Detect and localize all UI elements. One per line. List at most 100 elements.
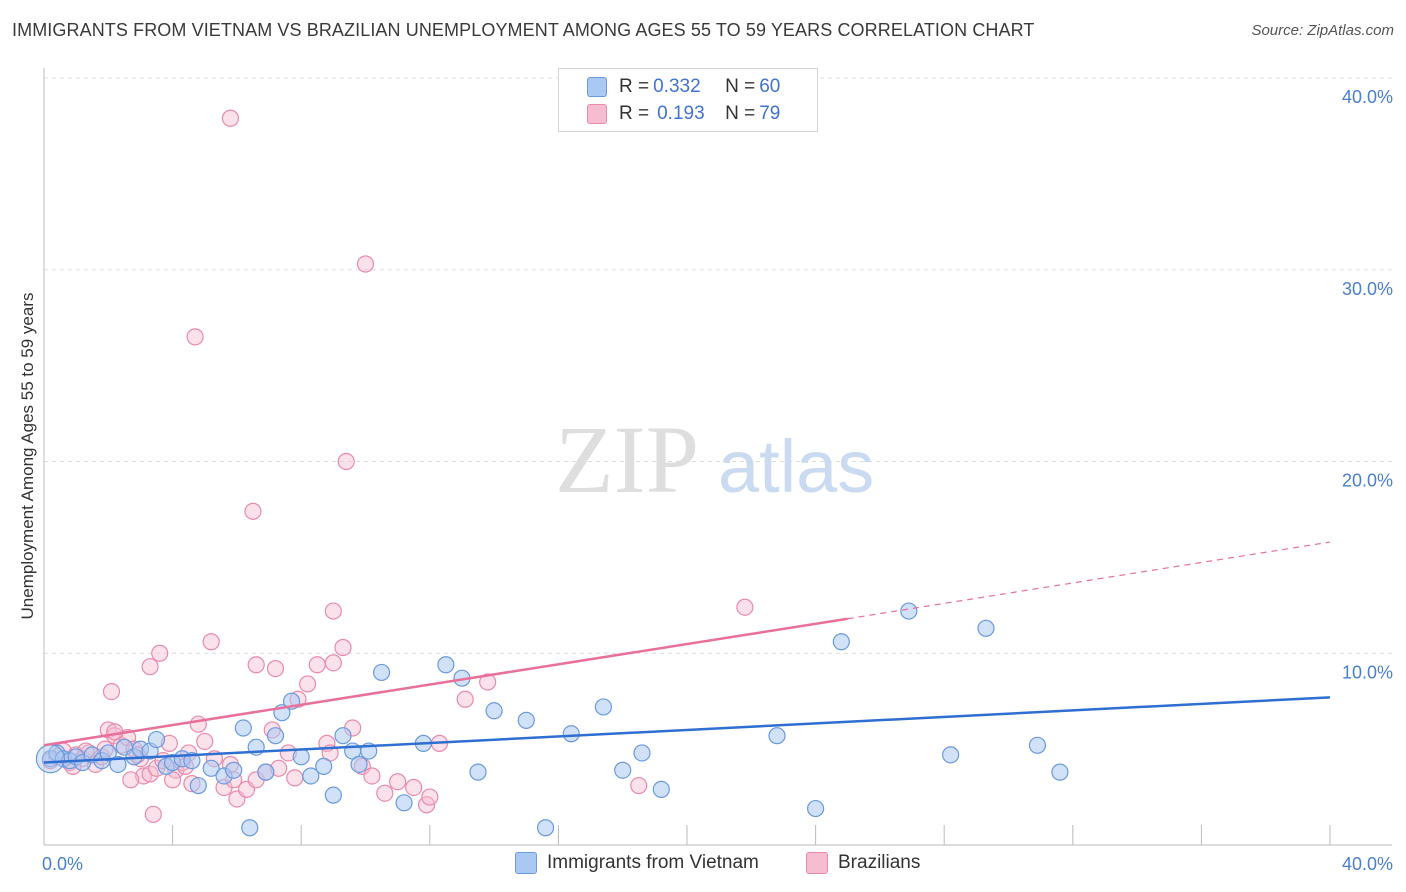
data-point-vietnam-cluster — [35, 744, 66, 774]
tick-labels: 10.0% 20.0% 30.0% 40.0% 0.0% 40.0% — [42, 87, 1393, 874]
data-point-brazilians — [151, 644, 169, 662]
data-point-vietnam — [633, 744, 651, 762]
data-point-brazilians — [106, 723, 124, 741]
data-point-brazilians — [202, 633, 220, 651]
legend-swatch-blue — [587, 77, 607, 97]
data-point-vietnam — [977, 619, 995, 637]
data-point-brazilians — [456, 690, 474, 708]
data-point-vietnam — [183, 752, 201, 770]
legend-r-label: R = — [619, 76, 650, 97]
data-point-vietnam — [324, 786, 342, 804]
x-tick-label: 40.0% — [1342, 854, 1393, 874]
legend-item-brazilians[interactable]: Brazilians — [806, 852, 920, 874]
trend-line-brazilians — [43, 617, 848, 747]
data-point-vietnam — [768, 727, 786, 745]
data-point-vietnam — [334, 727, 352, 745]
data-point-brazilians — [324, 654, 342, 672]
y-tick-label: 20.0% — [1342, 471, 1393, 491]
data-point-vietnam — [189, 776, 207, 795]
y-tick-label: 30.0% — [1342, 279, 1393, 299]
data-point-brazilians — [421, 788, 439, 806]
data-point-brazilians — [186, 328, 204, 346]
data-point-brazilians — [189, 715, 207, 733]
data-point-vietnam — [562, 725, 580, 743]
data-point-vietnam — [99, 744, 117, 762]
y-tick-label: 10.0% — [1342, 662, 1393, 682]
data-point-vietnam — [302, 767, 320, 785]
data-point-brazilians — [141, 658, 159, 676]
data-point-brazilians — [221, 109, 240, 127]
data-point-vietnam — [225, 761, 243, 779]
legend-row-vietnam: R = 0.332 N = 60 — [587, 75, 780, 99]
data-point-vietnam — [241, 819, 259, 837]
data-point-brazilians — [736, 598, 754, 616]
data-point-vietnam — [900, 602, 918, 620]
data-point-vietnam — [485, 702, 503, 720]
legend-item-vietnam[interactable]: Immigrants from Vietnam — [515, 852, 759, 874]
data-point-vietnam — [292, 748, 310, 766]
watermark-zip: ZIP — [555, 406, 699, 513]
chart-title: IMMIGRANTS FROM VIETNAM VS BRAZILIAN UNE… — [12, 20, 1035, 40]
data-point-brazilians — [363, 767, 381, 785]
data-point-vietnam — [266, 727, 285, 745]
data-point-brazilians — [630, 776, 648, 795]
legend-swatch-vietnam — [515, 852, 537, 874]
data-point-brazilians — [308, 656, 326, 674]
data-point-brazilians — [286, 769, 304, 787]
data-point-brazilians — [334, 638, 352, 657]
data-point-vietnam — [832, 633, 850, 651]
data-point-brazilians — [479, 673, 497, 691]
legend-r-label: R = — [619, 103, 650, 124]
legend-n-label: N = — [725, 76, 756, 97]
x-tick-label: 0.0% — [42, 854, 83, 874]
data-point-brazilians — [299, 675, 317, 693]
data-point-vietnam — [202, 759, 220, 777]
data-point-brazilians — [376, 784, 394, 802]
trend-line-vietnam — [43, 696, 1331, 764]
data-point-vietnam — [109, 755, 127, 774]
data-point-vietnam — [350, 755, 368, 774]
data-point-brazilians — [389, 773, 407, 791]
data-point-vietnam — [536, 819, 555, 837]
data-point-vietnam — [372, 663, 391, 682]
legend-label-vietnam: Immigrants from Vietnam — [547, 852, 759, 873]
watermark-atlas: atlas — [718, 425, 874, 508]
legend-row-brazilians: R = 0.193 N = 79 — [587, 102, 780, 126]
legend-label-brazilians: Brazilians — [838, 852, 921, 873]
data-point-vietnam — [395, 794, 413, 812]
data-point-vietnam — [469, 763, 487, 781]
data-point-vietnam — [614, 761, 632, 779]
data-point-brazilians — [141, 765, 159, 783]
data-point-vietnam — [315, 757, 333, 775]
legend-r-value: 0.332 — [653, 76, 701, 97]
gridlines — [44, 77, 1392, 654]
data-point-brazilians — [102, 682, 121, 701]
legend-n-value: 79 — [759, 103, 781, 124]
axes — [43, 68, 1392, 846]
data-point-vietnam — [1051, 763, 1069, 781]
trend-lines — [43, 541, 1331, 764]
data-point-brazilians — [324, 602, 342, 620]
trend-line-brazilians-extrapolated — [847, 541, 1331, 620]
data-point-vietnam — [806, 799, 825, 818]
data-point-vietnam — [594, 698, 613, 716]
source-credit: Source: ZipAtlas.com — [1251, 22, 1394, 39]
data-point-vietnam — [942, 746, 960, 764]
series-legend: Immigrants from Vietnam Brazilians — [0, 852, 1406, 878]
data-point-brazilians — [247, 656, 265, 674]
legend-n-value: 60 — [759, 76, 781, 97]
y-tick-label: 40.0% — [1342, 87, 1393, 107]
data-point-brazilians — [405, 778, 423, 797]
legend-swatch-pink — [587, 104, 607, 124]
data-point-brazilians — [337, 452, 355, 471]
data-point-brazilians — [135, 767, 153, 785]
data-point-brazilians — [144, 805, 162, 823]
data-point-vietnam — [437, 656, 455, 674]
legend-swatch-brazilians — [806, 852, 828, 874]
data-point-brazilians — [356, 255, 375, 273]
data-point-vietnam — [517, 711, 535, 729]
data-point-vietnam — [652, 780, 670, 798]
legend-r-value: 0.193 — [657, 103, 705, 124]
data-point-brazilians — [122, 771, 140, 789]
